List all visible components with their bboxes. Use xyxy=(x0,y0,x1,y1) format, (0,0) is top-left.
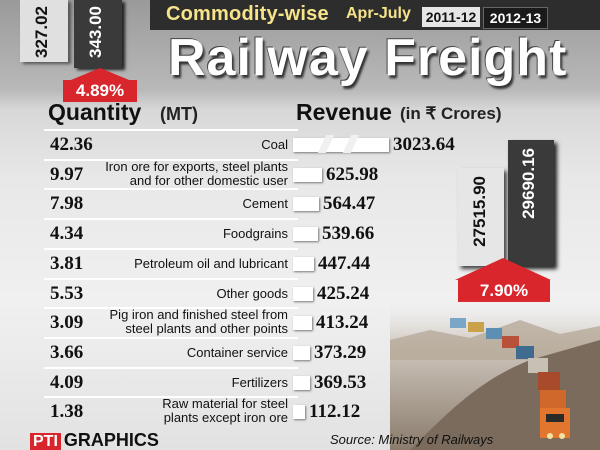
row-separator xyxy=(44,337,298,339)
revenue-unit: (in ₹ Crores) xyxy=(400,104,502,123)
category-label: Iron ore for exports, steel plants and fo… xyxy=(105,160,288,188)
revenue-bar xyxy=(293,168,322,182)
quantity-value: 3.81 xyxy=(50,253,84,274)
quantity-total-value-2012-13: 343.00 xyxy=(86,6,105,58)
row-separator xyxy=(44,129,298,131)
revenue-total-value-2011-12: 27515.90 xyxy=(470,176,489,247)
category-label: Pig iron and finished steel from steel pl… xyxy=(110,308,288,336)
category-label-line: Foodgrains xyxy=(222,226,288,241)
revenue-total-bar-2011-12 xyxy=(458,168,504,266)
revenue-bar xyxy=(293,376,310,390)
revenue-bar xyxy=(293,405,305,419)
revenue-value: 564.47 xyxy=(323,193,376,214)
revenue-value: 625.98 xyxy=(326,164,379,185)
quantity-value: 9.97 xyxy=(50,164,84,185)
category-label: Raw material for steel plants except iron… xyxy=(162,397,288,425)
freight-train xyxy=(450,318,570,439)
category-label: Fertilizers xyxy=(232,376,288,390)
category-label-line: Container service xyxy=(186,345,288,360)
quantity-value: 5.53 xyxy=(50,283,84,304)
row-separator xyxy=(44,159,298,161)
revenue-bar xyxy=(293,287,313,301)
category-label: Cement xyxy=(242,197,288,211)
quantity-header: Quantity xyxy=(48,99,142,125)
up-arrow-icon xyxy=(66,68,134,82)
quantity-total-bar-2011-12 xyxy=(20,0,68,62)
category-label-line: Raw material for steel xyxy=(162,396,288,411)
revenue-value: 425.24 xyxy=(317,283,370,304)
category-label: Coal xyxy=(261,138,288,152)
pti-graphics-logo: PTI GRAPHICS xyxy=(30,430,159,450)
commodity-title: Commodity-wise xyxy=(166,3,329,25)
revenue-value: 373.29 xyxy=(314,342,367,363)
revenue-value: 447.44 xyxy=(318,253,371,274)
revenue-value: 112.12 xyxy=(309,401,361,422)
category-label: Container service xyxy=(187,346,288,360)
category-label-line: Petroleum oil and lubricant xyxy=(134,256,288,271)
row-separator xyxy=(44,188,298,190)
row-separator xyxy=(44,248,298,250)
revenue-value: 3023.64 xyxy=(393,134,455,155)
revenue-total-value-2012-13: 29690.16 xyxy=(519,148,538,219)
revenue-total-bar-2012-13 xyxy=(508,140,554,266)
category-label-line: Coal xyxy=(261,137,288,152)
up-arrow-icon xyxy=(455,258,551,280)
revenue-value: 539.66 xyxy=(322,223,375,244)
category-label-line: Iron ore for exports, steel plants xyxy=(105,159,288,174)
pti-logo-icon: PTI xyxy=(30,433,61,450)
row-separator xyxy=(44,396,298,398)
revenue-bar xyxy=(293,257,314,271)
revenue-header: Revenue xyxy=(296,99,392,125)
row-separator xyxy=(44,278,298,280)
category-label: Petroleum oil and lubricant xyxy=(134,257,288,271)
quantity-total-bar-2012-13 xyxy=(74,0,122,68)
revenue-bar xyxy=(293,138,389,152)
revenue-value: 413.24 xyxy=(316,312,369,333)
quantity-change-badge: 4.89% xyxy=(63,80,137,102)
category-label: Foodgrains xyxy=(223,227,288,241)
category-label-line: steel plants and other points xyxy=(125,321,288,336)
revenue-bar xyxy=(293,227,318,241)
category-label-line: Cement xyxy=(242,196,288,211)
quantity-value: 7.98 xyxy=(50,193,84,214)
train-illustration xyxy=(390,300,600,450)
quantity-value: 42.36 xyxy=(50,134,93,155)
logo-text: GRAPHICS xyxy=(63,430,159,450)
source-note: Source: Ministry of Railways xyxy=(330,432,494,447)
quantity-value: 1.38 xyxy=(50,401,84,422)
quantity-total-value-2011-12: 327.02 xyxy=(32,6,51,58)
quantity-value: 3.09 xyxy=(50,312,84,333)
category-label-line: and for other domestic user xyxy=(129,173,288,188)
year-badge-2011-12: 2011-12 xyxy=(422,7,480,27)
quantity-value: 3.66 xyxy=(50,342,84,363)
category-label-line: Fertilizers xyxy=(231,375,288,390)
revenue-bar xyxy=(293,346,310,360)
quantity-value: 4.34 xyxy=(50,223,84,244)
row-separator xyxy=(44,218,298,220)
category-label-line: Pig iron and finished steel from xyxy=(109,307,288,322)
category-label: Other goods xyxy=(216,287,288,301)
category-label-line: Other goods xyxy=(216,286,288,301)
revenue-bar xyxy=(293,197,319,211)
revenue-value: 369.53 xyxy=(314,372,367,393)
row-separator xyxy=(44,307,298,309)
year-badge-2012-13: 2012-13 xyxy=(483,7,548,29)
quantity-value: 4.09 xyxy=(50,372,84,393)
revenue-change-badge: 7.90% xyxy=(458,280,550,302)
quantity-unit: (MT) xyxy=(160,104,198,124)
row-separator xyxy=(44,367,298,369)
revenue-bar xyxy=(293,316,312,330)
period-label: Apr-July xyxy=(346,5,411,22)
main-title: Railway Freight xyxy=(168,29,568,87)
category-label-line: plants except iron ore xyxy=(163,410,288,425)
